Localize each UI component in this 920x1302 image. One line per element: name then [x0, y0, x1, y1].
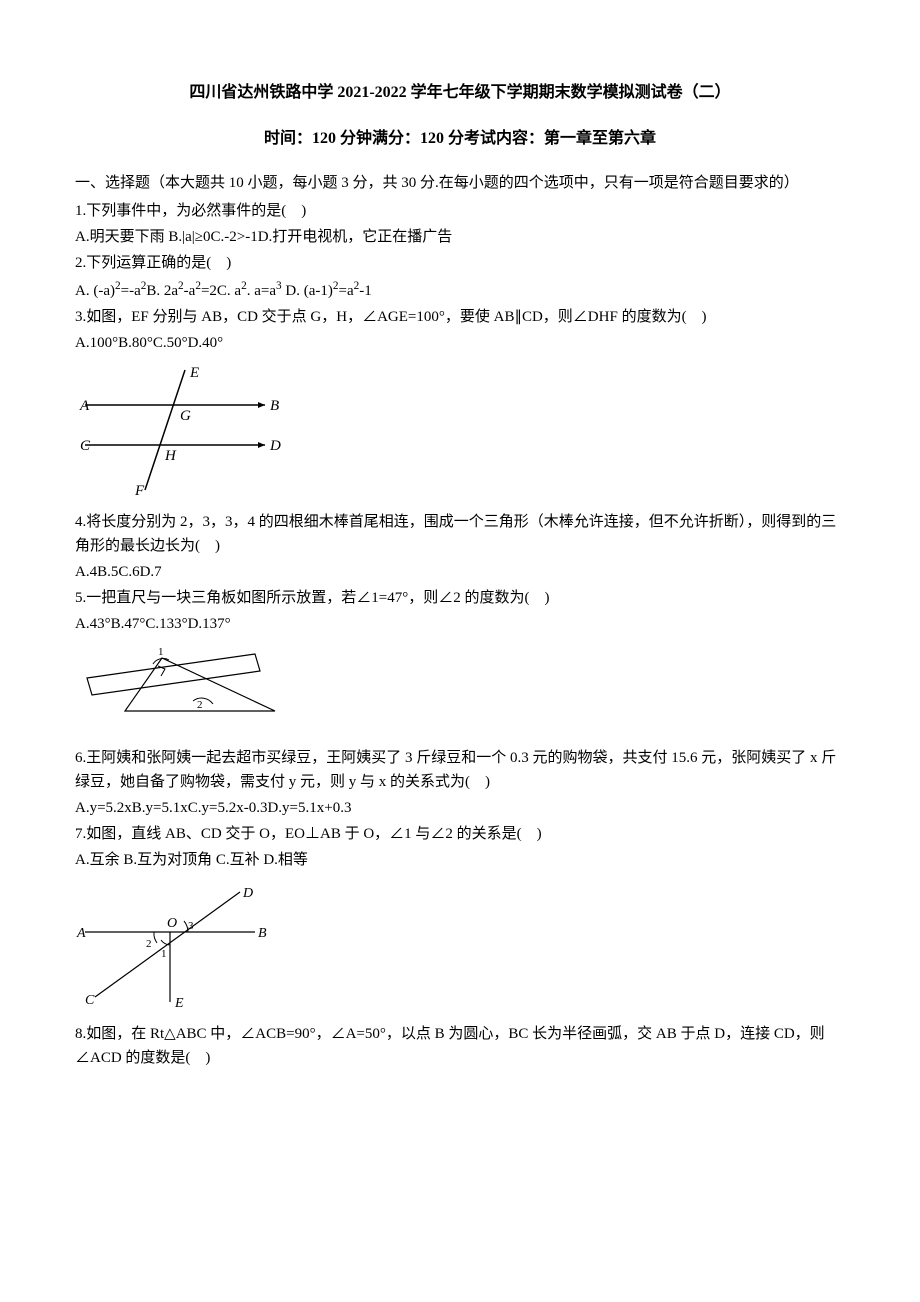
- question-5-figure: 1 2: [75, 646, 845, 736]
- q5-angle1: 1: [158, 646, 164, 658]
- q3-label-B: B: [270, 398, 279, 414]
- q7-angle2: 2: [146, 938, 152, 950]
- question-2-options: A. (-a)2=-a2B. 2a2-a2=2C. a2. a=a3 D. (a…: [75, 277, 845, 303]
- question-5: 5.一把直尺与一块三角板如图所示放置，若∠1=47°，则∠2 的度数为( ): [75, 586, 845, 610]
- exam-title: 四川省达州铁路中学 2021-2022 学年七年级下学期期末数学模拟测试卷（二）: [75, 80, 845, 106]
- question-5-options: A.43°B.47°C.133°D.137°: [75, 612, 845, 636]
- q7-angle1: 1: [161, 948, 167, 960]
- q2-optB: B. 2a: [146, 283, 178, 299]
- question-3-figure: A B C D E F G H: [75, 365, 845, 500]
- q2-optD: D. (a-1): [282, 283, 333, 299]
- question-4: 4.将长度分别为 2，3，3，4 的四根细木棒首尾相连，围成一个三角形（木棒允许…: [75, 510, 845, 558]
- q7-label-O: O: [167, 916, 177, 931]
- q7-label-C: C: [85, 993, 95, 1008]
- q2-optB-eq: =2: [201, 283, 217, 299]
- q3-label-D: D: [269, 438, 281, 454]
- question-3: 3.如图，EF 分别与 AB，CD 交于点 G，H，∠AGE=100°，要使 A…: [75, 305, 845, 329]
- question-7: 7.如图，直线 AB、CD 交于 O，EO⊥AB 于 O，∠1 与∠2 的关系是…: [75, 822, 845, 846]
- q2-optB-mid: -a: [184, 283, 196, 299]
- exam-subtitle: 时间：120 分钟满分：120 分考试内容：第一章至第六章: [75, 126, 845, 152]
- question-6-options: A.y=5.2xB.y=5.1xC.y=5.2x-0.3D.y=5.1x+0.3: [75, 796, 845, 820]
- question-8: 8.如图，在 Rt△ABC 中，∠ACB=90°，∠A=50°，以点 B 为圆心…: [75, 1022, 845, 1070]
- q3-label-F: F: [134, 483, 145, 499]
- question-7-options: A.互余 B.互为对顶角 C.互补 D.相等: [75, 848, 845, 872]
- section-1-header: 一、选择题（本大题共 10 小题，每小题 3 分，共 30 分.在每小题的四个选…: [75, 171, 845, 195]
- q2-optA-expr1: (-a): [93, 283, 115, 299]
- q2-optD-mid: =a: [338, 283, 353, 299]
- q7-label-A: A: [76, 926, 86, 941]
- q2-optA-eq: =-a: [121, 283, 141, 299]
- q7-label-B: B: [258, 926, 267, 941]
- q3-label-E: E: [189, 365, 199, 381]
- question-1-options: A.明天要下雨 B.|a|≥0C.-2>-1D.打开电视机，它正在播广告: [75, 225, 845, 249]
- q2-optD-end: -1: [359, 283, 372, 299]
- q5-angle2: 2: [197, 699, 203, 711]
- question-4-options: A.4B.5C.6D.7: [75, 560, 845, 584]
- q2-optC-mid: . a=a: [247, 283, 276, 299]
- q2-optC: C. a: [217, 283, 241, 299]
- question-7-figure: A B C D E O 3 2 1: [75, 882, 845, 1012]
- q2-optA: A.: [75, 283, 93, 299]
- question-3-options: A.100°B.80°C.50°D.40°: [75, 331, 845, 355]
- q3-label-C: C: [80, 438, 91, 454]
- question-1: 1.下列事件中，为必然事件的是( ): [75, 199, 845, 223]
- q7-angle3: 3: [188, 920, 194, 932]
- q7-label-E: E: [174, 996, 184, 1011]
- question-6: 6.王阿姨和张阿姨一起去超市买绿豆，王阿姨买了 3 斤绿豆和一个 0.3 元的购…: [75, 746, 845, 794]
- q3-label-A: A: [79, 398, 90, 414]
- question-2: 2.下列运算正确的是( ): [75, 251, 845, 275]
- q7-label-D: D: [242, 886, 253, 901]
- q3-label-H: H: [164, 448, 177, 464]
- q3-label-G: G: [180, 408, 191, 424]
